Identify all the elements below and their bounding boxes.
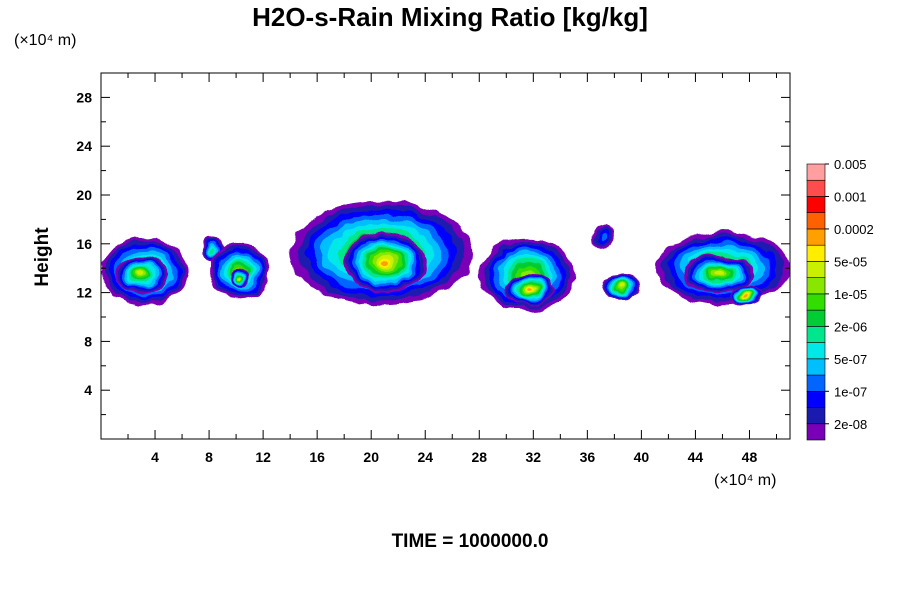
x-tick-label: 36 bbox=[580, 449, 596, 465]
rain-cell-level bbox=[527, 287, 533, 292]
rain-cell bbox=[729, 286, 763, 305]
rain-cell bbox=[600, 274, 642, 299]
y-tick-label: 4 bbox=[84, 382, 92, 398]
x-tick-label: 16 bbox=[309, 449, 325, 465]
colorbar-swatch bbox=[806, 407, 826, 425]
colorbar-swatch bbox=[806, 309, 826, 327]
rain-cell bbox=[594, 225, 615, 250]
colorbar-label: 5e-07 bbox=[834, 352, 867, 367]
y-tick-label: 8 bbox=[84, 333, 92, 349]
rain-cell-level bbox=[379, 258, 390, 266]
y-tick-label: 20 bbox=[76, 187, 92, 203]
chart-title: H2O-s-Rain Mixing Ratio [kg/kg] bbox=[252, 2, 648, 32]
colorbar-label: 5e-05 bbox=[834, 254, 867, 269]
rain-cell bbox=[506, 274, 554, 305]
rain-cell bbox=[114, 255, 169, 293]
x-tick-label: 32 bbox=[526, 449, 542, 465]
colorbar-swatch bbox=[806, 261, 826, 278]
x-axis-units: (×10⁴ m) bbox=[714, 472, 777, 489]
colorbar-swatch bbox=[806, 326, 826, 343]
colorbar-label: 2e-06 bbox=[834, 319, 867, 334]
rain-cell bbox=[229, 268, 250, 287]
colorbar-label: 1e-05 bbox=[834, 287, 867, 302]
colorbar-swatch bbox=[806, 244, 826, 262]
x-tick-label: 28 bbox=[471, 449, 487, 465]
x-tick-label: 48 bbox=[742, 449, 758, 465]
colorbar-swatch bbox=[806, 277, 826, 295]
rain-cell-level bbox=[618, 284, 624, 289]
rain-cell-level bbox=[713, 271, 725, 277]
colorbar-swatch bbox=[806, 423, 826, 441]
colorbar-label: 0.005 bbox=[834, 157, 867, 172]
colorbar-swatch bbox=[806, 358, 826, 376]
y-axis-units: (×10⁴ m) bbox=[14, 32, 77, 49]
colorbar-swatch bbox=[806, 163, 826, 181]
colorbar-swatch bbox=[806, 293, 826, 311]
rain-cell-level bbox=[238, 276, 241, 279]
colorbar-label: 0.001 bbox=[834, 189, 867, 204]
colorbar-label: 1e-07 bbox=[834, 384, 867, 399]
y-tick-label: 28 bbox=[76, 89, 92, 105]
colorbar-swatch bbox=[806, 228, 826, 246]
rain-cell-level bbox=[600, 233, 608, 242]
plot-frame bbox=[100, 72, 791, 440]
x-tick-label: 20 bbox=[363, 449, 379, 465]
x-tick-label: 8 bbox=[205, 449, 213, 465]
y-tick-label: 16 bbox=[76, 236, 92, 252]
x-tick-label: 40 bbox=[634, 449, 650, 465]
colorbar-swatch bbox=[806, 196, 826, 214]
y-axis-label: Height bbox=[32, 227, 53, 287]
colorbar-swatch bbox=[806, 390, 826, 408]
colorbar-swatch bbox=[806, 179, 826, 197]
colorbar-label: 0.0002 bbox=[834, 222, 874, 237]
colorbar-label: 2e-08 bbox=[834, 417, 867, 432]
colorbar-swatch bbox=[806, 374, 826, 392]
x-tick-label: 24 bbox=[417, 449, 433, 465]
y-tick-label: 12 bbox=[76, 285, 92, 301]
rain-cell bbox=[344, 231, 426, 293]
x-tick-label: 4 bbox=[151, 449, 159, 465]
rain-cell-level bbox=[137, 271, 146, 277]
x-tick-label: 12 bbox=[255, 449, 271, 465]
y-tick-label: 24 bbox=[76, 138, 92, 154]
rain-cell-level bbox=[210, 247, 215, 253]
x-tick-label: 44 bbox=[688, 449, 704, 465]
colorbar-swatch bbox=[806, 212, 826, 230]
colorbar-swatch bbox=[806, 342, 826, 360]
rain-cell-level bbox=[744, 294, 749, 297]
time-label: TIME = 1000000.0 bbox=[391, 531, 549, 552]
rain-cell bbox=[681, 255, 757, 293]
